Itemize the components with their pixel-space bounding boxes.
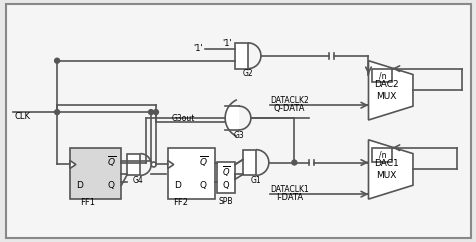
FancyBboxPatch shape [372, 148, 391, 161]
Text: FF1: FF1 [79, 197, 95, 207]
Text: SPB: SPB [218, 197, 233, 205]
FancyBboxPatch shape [372, 69, 391, 83]
Text: DAC2: DAC2 [373, 80, 398, 89]
Circle shape [148, 110, 153, 114]
Circle shape [153, 110, 158, 114]
Text: MUX: MUX [375, 92, 396, 101]
Text: CLK: CLK [15, 112, 30, 121]
Text: G2: G2 [242, 69, 253, 78]
Text: DATACLK1: DATACLK1 [269, 185, 308, 194]
Text: '1': '1' [222, 39, 231, 48]
Text: G3out: G3out [172, 113, 195, 122]
Circle shape [291, 160, 296, 165]
Text: I-DATA: I-DATA [275, 193, 302, 202]
Text: Q: Q [199, 181, 207, 190]
Text: MUX: MUX [375, 171, 396, 180]
Circle shape [151, 162, 156, 167]
Text: /n: /n [378, 71, 385, 80]
Text: DAC1: DAC1 [373, 159, 398, 168]
Text: D: D [174, 181, 181, 190]
FancyBboxPatch shape [235, 43, 248, 69]
Text: Q: Q [222, 181, 229, 190]
Circle shape [55, 58, 60, 63]
FancyBboxPatch shape [217, 161, 235, 193]
Text: DATACLK2: DATACLK2 [269, 96, 308, 105]
Polygon shape [168, 160, 173, 168]
FancyBboxPatch shape [127, 154, 140, 175]
Text: G1: G1 [250, 176, 260, 185]
Text: Q: Q [108, 181, 115, 190]
FancyBboxPatch shape [168, 148, 215, 199]
Text: G3: G3 [233, 131, 244, 140]
Text: $\overline{Q}$: $\overline{Q}$ [198, 154, 208, 169]
FancyBboxPatch shape [242, 150, 256, 175]
Circle shape [55, 110, 60, 114]
Text: Q-DATA: Q-DATA [273, 104, 305, 113]
FancyBboxPatch shape [70, 148, 121, 199]
Polygon shape [368, 140, 412, 199]
Text: G4: G4 [132, 176, 143, 185]
FancyBboxPatch shape [225, 106, 238, 130]
Polygon shape [368, 61, 412, 120]
Text: D: D [76, 181, 83, 190]
Text: $\overline{Q}$: $\overline{Q}$ [107, 154, 116, 169]
Text: '1': '1' [193, 44, 203, 53]
Text: $\overline{Q}$: $\overline{Q}$ [221, 164, 230, 179]
FancyBboxPatch shape [6, 4, 470, 238]
Polygon shape [70, 160, 76, 168]
Text: FF2: FF2 [172, 197, 188, 207]
Text: /n: /n [378, 150, 385, 159]
